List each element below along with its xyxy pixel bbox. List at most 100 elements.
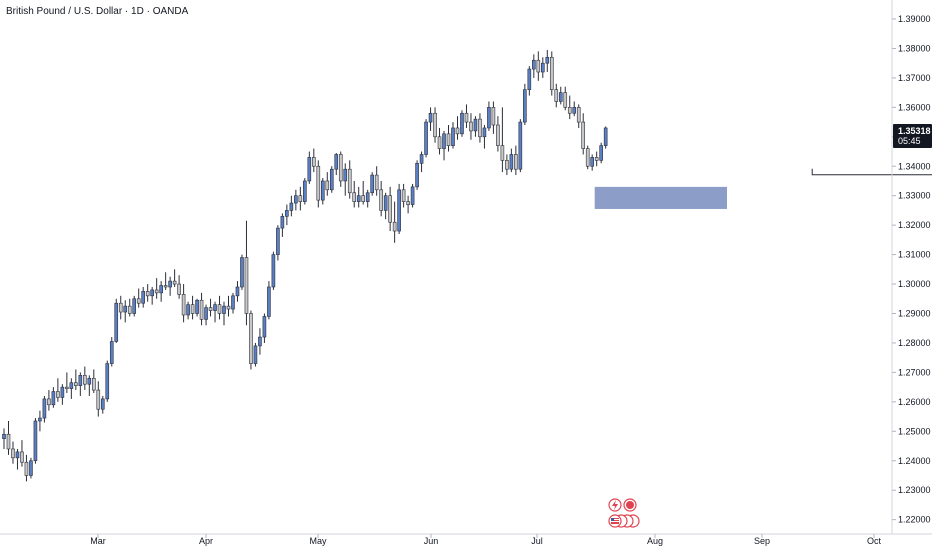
- candle: [150, 286, 154, 305]
- candle: [563, 86, 568, 111]
- time-tick: Sep: [754, 534, 770, 546]
- candle-body: [356, 195, 361, 202]
- candle-body: [11, 448, 15, 459]
- lightning-icon[interactable]: [608, 498, 622, 512]
- candle: [549, 51, 554, 96]
- candle-body: [271, 254, 276, 288]
- candle: [204, 304, 208, 326]
- candle: [29, 457, 33, 479]
- candle-body: [226, 305, 231, 310]
- candle-body: [514, 154, 518, 170]
- price-tick: 1.34000: [892, 161, 931, 171]
- candle-body: [320, 180, 325, 201]
- candle: [406, 195, 410, 214]
- candle-body: [325, 180, 330, 191]
- candle-body: [159, 285, 163, 294]
- candle: [545, 49, 550, 73]
- time-tick-label: Jul: [531, 536, 543, 546]
- candle-body: [258, 336, 262, 347]
- price-tick-label: 1.39000: [898, 14, 931, 24]
- candle-body: [231, 295, 235, 310]
- candle: [280, 213, 285, 237]
- price-tick-label: 1.36000: [898, 102, 931, 112]
- time-tick: Apr: [199, 534, 213, 546]
- candle: [365, 189, 370, 208]
- candle-body: [469, 121, 473, 132]
- candle: [451, 122, 455, 149]
- candle-body: [518, 121, 523, 170]
- candle-body: [222, 305, 226, 314]
- candle-body: [442, 133, 446, 149]
- candle: [83, 366, 87, 391]
- candle: [424, 119, 428, 158]
- price-tick-label: 1.31000: [898, 250, 931, 260]
- candle: [74, 369, 78, 391]
- candle-body: [500, 145, 505, 161]
- event-usd-badge[interactable]: [623, 498, 637, 512]
- candle-body: [491, 107, 496, 126]
- candle: [410, 183, 415, 208]
- candle-body: [545, 56, 550, 64]
- candle-body: [141, 291, 145, 304]
- candle-body: [419, 154, 424, 164]
- price-tick: 1.36000: [892, 102, 931, 112]
- candle: [92, 369, 96, 394]
- price-tick-label: 1.34000: [898, 161, 931, 171]
- candle: [491, 101, 496, 134]
- candle-body: [298, 195, 303, 202]
- candle: [361, 180, 366, 205]
- candle-body: [464, 112, 469, 123]
- candle: [446, 125, 451, 152]
- candle-body: [473, 118, 478, 132]
- economic-events[interactable]: [608, 498, 640, 528]
- price-tick-label: 1.33000: [898, 191, 931, 201]
- candle-body: [20, 451, 24, 463]
- candle-body: [294, 195, 298, 204]
- candle: [505, 154, 509, 176]
- candle-body: [590, 157, 594, 167]
- candle-body: [567, 107, 572, 114]
- price-tick: 1.30000: [892, 279, 931, 289]
- candle-body: [576, 107, 581, 123]
- price-tick: 1.22000: [892, 515, 931, 525]
- time-axis[interactable]: Mar Apr May Jun Jul Aug Sep Oct: [90, 534, 881, 546]
- candle: [303, 178, 307, 205]
- candle: [231, 292, 235, 314]
- candle-body: [540, 62, 545, 73]
- candle-body: [280, 216, 285, 229]
- candle: [523, 83, 527, 126]
- candle: [145, 284, 150, 302]
- candle-body: [392, 221, 397, 232]
- candle: [428, 107, 433, 131]
- candle-body: [74, 382, 78, 386]
- time-tick-label: Oct: [867, 536, 882, 546]
- time-tick: Oct: [867, 534, 882, 546]
- candle-body: [240, 257, 244, 288]
- candle-body: [217, 304, 222, 314]
- candle: [599, 142, 603, 164]
- candle-body: [235, 286, 240, 297]
- price-axis[interactable]: 1.390001.380001.370001.360001.350001.340…: [892, 14, 931, 525]
- price-tick-label: 1.22000: [898, 515, 931, 525]
- candle-body: [150, 289, 154, 297]
- candle: [51, 387, 56, 408]
- candle: [581, 113, 586, 155]
- candle: [532, 54, 536, 78]
- candle-body: [563, 92, 568, 108]
- candle: [285, 204, 289, 226]
- flag-us-icon[interactable]: [608, 514, 640, 528]
- countdown-label: 05:45: [898, 136, 921, 146]
- candle-body: [136, 298, 141, 304]
- candle: [69, 378, 74, 399]
- candle-body: [267, 286, 271, 317]
- candle-body: [276, 227, 280, 255]
- time-tick-label: Jun: [424, 536, 439, 546]
- candle-body: [446, 133, 451, 146]
- candle: [177, 275, 181, 299]
- price-tick-label: 1.38000: [898, 43, 931, 53]
- candle-body: [145, 291, 150, 297]
- candle: [100, 395, 105, 414]
- candle-body: [572, 107, 577, 114]
